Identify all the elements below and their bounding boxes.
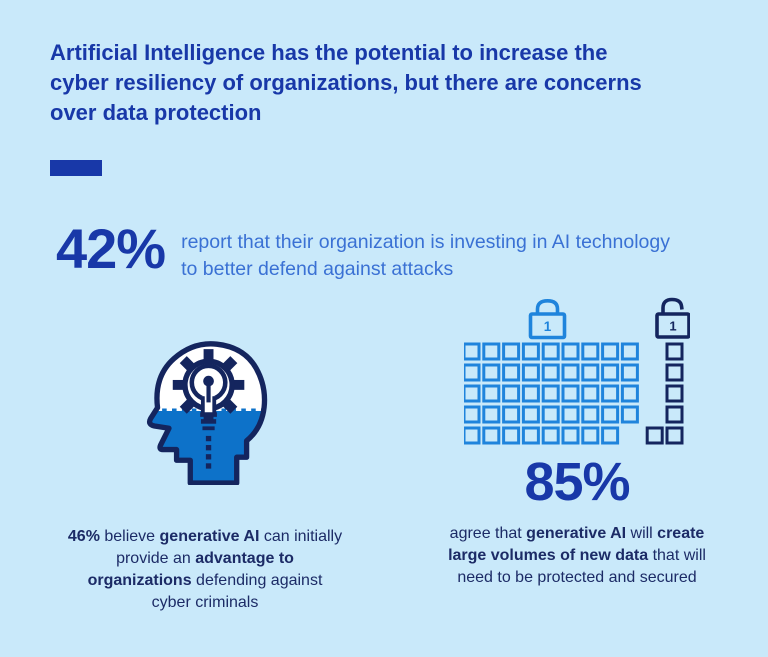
stat-46-block: 46% believe generative AI can initially p… [40,332,370,614]
head-gear-lightbulb-icon [146,341,267,485]
light-squares-group [464,342,639,445]
closed-padlock-icon: 1 [528,298,567,340]
stat-42-description: report that their organization is invest… [181,231,670,280]
stat-85-block: 1 1 85% agree that generative AI will cr… [414,297,740,589]
open-padlock-icon: 1 [655,297,690,339]
stat-42-value: 42% [56,217,166,280]
svg-text:1: 1 [544,319,552,334]
svg-text:1: 1 [669,319,676,334]
accent-bar [50,160,102,176]
dark-squares-group [645,342,684,445]
stat-42-block: 42% report that their organization is in… [56,220,670,283]
stat-46-caption: 46% believe generative AI can initially p… [67,528,343,611]
dotted-line-icon [205,435,211,469]
page-title: Artificial Intelligence has the potentia… [50,40,642,125]
data-squares-locks-icon: 1 1 [464,297,690,445]
lightbulb-icon [189,363,228,431]
stat-85-value: 85% [524,452,630,512]
stat-85-caption: agree that generative AI will create larg… [448,525,706,586]
